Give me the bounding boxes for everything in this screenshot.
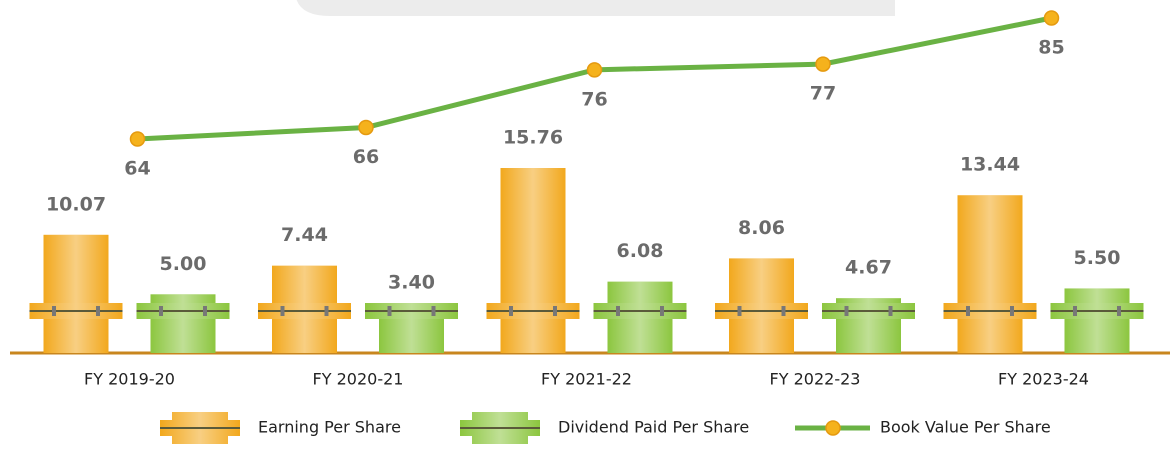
value-label: 64: [124, 158, 150, 180]
value-label: 15.76: [503, 127, 563, 149]
bolt: [431, 306, 436, 316]
legend-marker: [825, 420, 841, 436]
line-point: [1043, 10, 1060, 26]
bolt: [737, 306, 742, 316]
bar-shine: [500, 168, 566, 353]
bar-shine: [43, 234, 109, 353]
bolt: [96, 306, 100, 316]
bolt: [553, 306, 557, 316]
value-label: 66: [353, 146, 379, 168]
bar-shine: [1064, 288, 1130, 353]
value-label: 76: [581, 88, 607, 110]
value-label: 5.50: [1074, 247, 1121, 269]
bolt: [844, 306, 849, 316]
bolt: [1010, 306, 1014, 316]
value-label: 13.44: [960, 154, 1020, 176]
line-point: [815, 56, 831, 72]
value-label: 3.40: [388, 272, 435, 294]
bolt: [280, 306, 285, 316]
bolt: [159, 306, 163, 316]
value-label: 7.44: [281, 224, 328, 246]
bar-shine: [379, 313, 444, 353]
bar-shine: [957, 195, 1023, 353]
line: [137, 15, 1052, 142]
value-label: 77: [810, 83, 836, 105]
bolt: [966, 306, 970, 316]
bolt: [1117, 306, 1121, 316]
x-tick-label: FY 2021-22: [541, 370, 632, 389]
line-point: [358, 119, 374, 136]
value-label: 8.06: [738, 217, 785, 239]
x-tick-label: FY 2020-21: [313, 370, 404, 389]
legend-label: Book Value Per Share: [880, 418, 1051, 437]
bolt: [1073, 306, 1077, 316]
bolt: [387, 306, 392, 316]
line-point: [129, 131, 146, 147]
bolt: [616, 306, 620, 316]
bolt: [509, 306, 513, 316]
bolt: [324, 306, 329, 316]
x-tick-label: FY 2023-24: [998, 370, 1089, 389]
bolt: [660, 306, 664, 316]
bolt: [888, 306, 893, 316]
header-shape: [296, 0, 895, 16]
legend-label: Dividend Paid Per Share: [558, 418, 749, 437]
value-label: 10.07: [46, 193, 106, 215]
x-tick-label: FY 2019-20: [84, 370, 175, 389]
value-label: 6.08: [617, 240, 664, 262]
legend-label: Earning Per Share: [258, 418, 401, 437]
line-point: [586, 62, 603, 78]
bolt: [203, 306, 207, 316]
value-label: 4.67: [845, 257, 892, 279]
value-label: 5.00: [160, 253, 207, 275]
value-label: 85: [1038, 37, 1064, 59]
x-tick-label: FY 2022-23: [770, 370, 861, 389]
bolt: [52, 306, 56, 316]
bolt: [781, 306, 786, 316]
